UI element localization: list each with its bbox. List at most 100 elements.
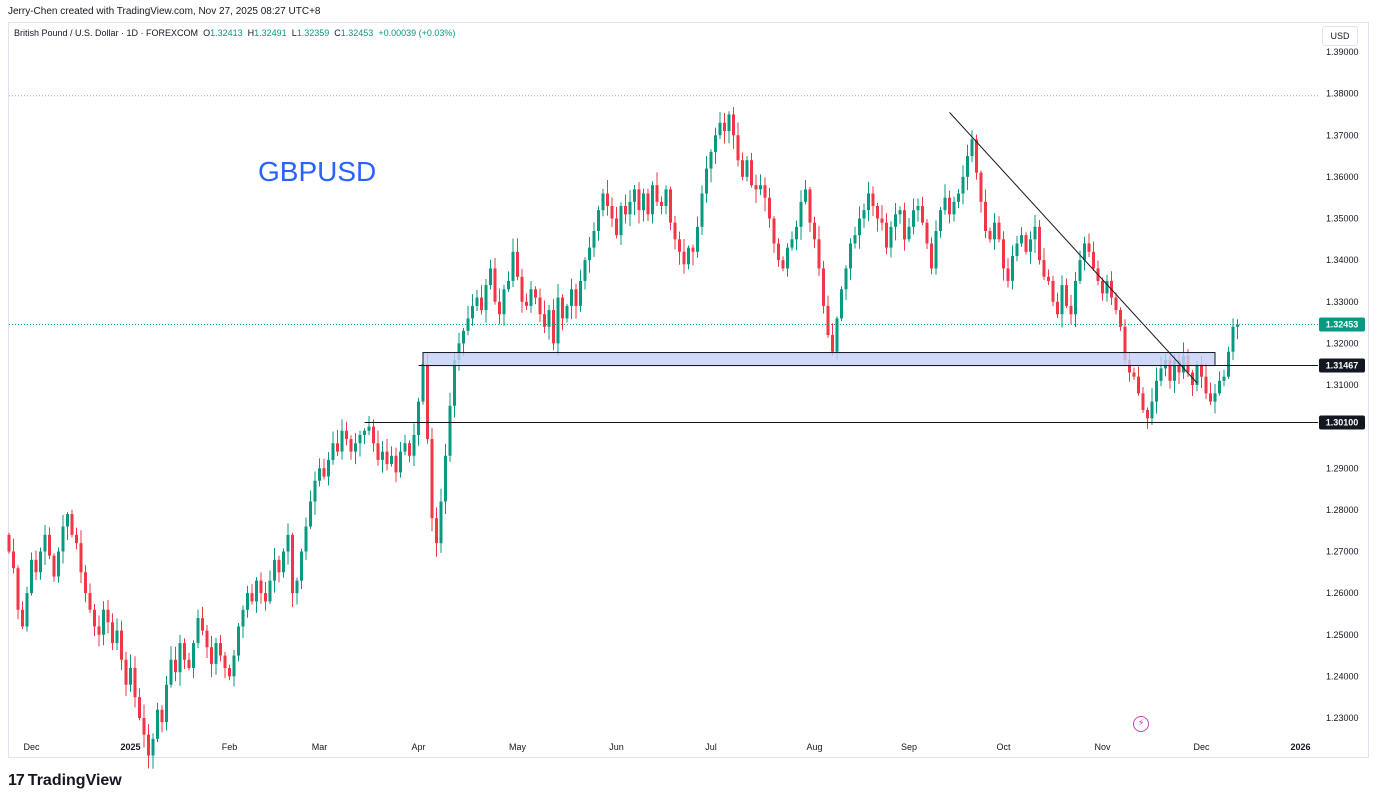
candle-body xyxy=(1213,393,1217,402)
y-tick-label: 1.23000 xyxy=(1326,713,1359,723)
candle-body xyxy=(822,268,825,306)
candle-body xyxy=(448,405,452,456)
candle-body xyxy=(669,189,672,223)
candle-body xyxy=(1123,326,1127,361)
candle-body xyxy=(624,206,627,215)
candle-body xyxy=(385,451,389,465)
candle-body xyxy=(795,226,798,240)
candle-body xyxy=(637,189,641,211)
candle-body xyxy=(367,426,371,431)
candle-body xyxy=(1024,235,1028,252)
candle-body xyxy=(295,580,299,594)
support-zone xyxy=(422,352,1216,367)
candle-body xyxy=(138,697,141,718)
candle-body xyxy=(430,439,434,519)
candle-body xyxy=(876,206,879,219)
candle-body xyxy=(921,206,924,223)
candle-body xyxy=(133,668,137,698)
candle-body xyxy=(592,230,596,248)
candle-body xyxy=(561,297,564,319)
y-tick-label: 1.24000 xyxy=(1326,671,1359,681)
x-tick-label: Jun xyxy=(609,742,624,752)
candle-body xyxy=(349,439,353,452)
candle-body xyxy=(961,176,965,194)
candle-body xyxy=(210,647,213,664)
x-tick-label: May xyxy=(509,742,527,752)
candle-body xyxy=(286,534,290,552)
y-tick-label: 1.32000 xyxy=(1326,338,1359,348)
candle-body xyxy=(687,247,690,265)
x-tick-label: Oct xyxy=(996,742,1011,752)
candle-body xyxy=(57,551,60,577)
chart-title: GBPUSD xyxy=(258,156,376,187)
downtrend-line xyxy=(949,112,1198,384)
chart-frame[interactable] xyxy=(8,22,1369,758)
candle-body xyxy=(727,114,731,132)
candle-body xyxy=(61,526,65,552)
candle-body xyxy=(435,518,438,544)
y-tick-label: 1.39000 xyxy=(1326,47,1359,57)
candle-body xyxy=(736,135,740,161)
symbol-info-bar: British Pound / U.S. Dollar · 1D · FOREX… xyxy=(14,28,455,38)
candle-body xyxy=(552,310,555,344)
x-tick-label: Feb xyxy=(222,742,238,752)
candle-body xyxy=(205,630,209,648)
candle-body xyxy=(417,401,420,435)
tradingview-footer[interactable]: 17 TradingView xyxy=(8,772,122,790)
candle-body xyxy=(304,526,308,552)
candle-body xyxy=(345,430,348,440)
candle-body xyxy=(957,193,960,202)
candle-body xyxy=(223,655,227,669)
candle-body xyxy=(948,197,951,215)
candle-body xyxy=(21,609,24,627)
candle-body xyxy=(165,684,168,723)
candle-body xyxy=(619,206,623,236)
candle-body xyxy=(768,197,771,219)
candle-body xyxy=(516,251,519,277)
candle-body xyxy=(628,201,632,215)
candle-body xyxy=(655,185,659,202)
candle-body xyxy=(831,335,834,352)
candle-body xyxy=(930,243,933,269)
candle-body xyxy=(1074,280,1077,315)
x-tick-label: 2025 xyxy=(120,742,140,752)
candle-body xyxy=(1141,393,1145,410)
candle-body xyxy=(88,593,92,610)
candle-body xyxy=(853,235,857,244)
candle-body xyxy=(453,360,456,406)
candle-body xyxy=(7,534,11,552)
lightning-icon[interactable]: ⚡ xyxy=(1133,716,1149,732)
candle-body xyxy=(268,580,272,602)
open-label: O xyxy=(203,28,211,38)
candle-body xyxy=(273,559,276,581)
candle-body xyxy=(723,122,726,132)
candle-body xyxy=(291,534,294,594)
candle-body xyxy=(705,168,708,194)
candle-body xyxy=(1056,301,1059,315)
x-tick-label: Dec xyxy=(23,742,40,752)
close-label: C xyxy=(334,28,341,38)
candle-body xyxy=(277,559,281,573)
candle-body xyxy=(718,122,722,136)
candle-body xyxy=(1020,235,1023,244)
candle-body xyxy=(282,551,285,573)
candle-body xyxy=(916,206,920,211)
candle-body xyxy=(840,289,843,319)
candle-body xyxy=(187,659,191,669)
candle-body xyxy=(363,430,366,435)
candle-body xyxy=(835,318,839,352)
candle-body xyxy=(142,718,146,735)
candle-body xyxy=(759,185,762,190)
tradingview-brand: TradingView xyxy=(27,772,122,789)
candle-body xyxy=(1002,239,1005,269)
candle-body xyxy=(678,239,681,252)
candle-body xyxy=(124,659,128,685)
candle-body xyxy=(1065,285,1068,306)
candle-body xyxy=(520,276,524,302)
candle-body xyxy=(646,193,650,215)
candle-body xyxy=(1015,243,1019,256)
candle-body xyxy=(709,151,713,169)
currency-button[interactable]: USD xyxy=(1322,26,1358,46)
x-tick-label: 2026 xyxy=(1290,742,1310,752)
